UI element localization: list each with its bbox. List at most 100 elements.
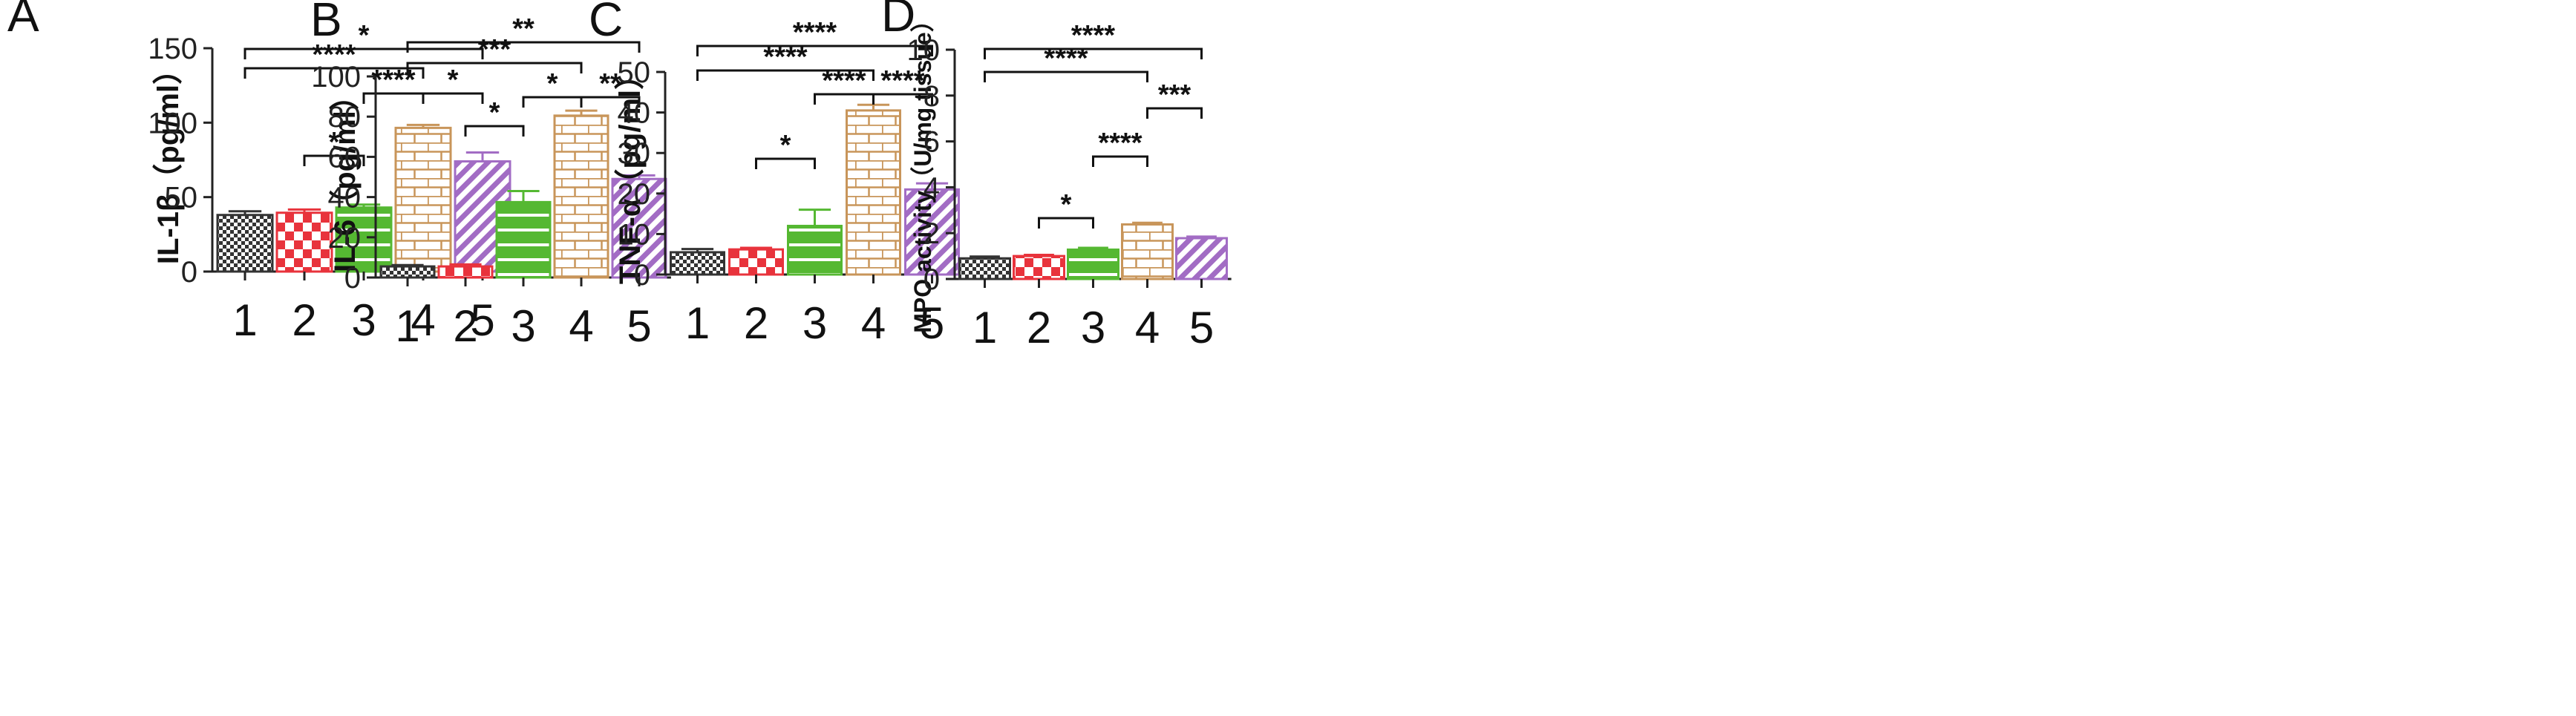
bar-group-5 <box>904 188 960 276</box>
bar-group-4 <box>846 109 901 276</box>
bar-group-2 <box>1013 254 1065 280</box>
bar-group-2 <box>275 211 333 273</box>
y-tick-label: 8 <box>923 80 940 113</box>
significance-bracket <box>696 45 933 56</box>
y-tick-label: 40 <box>328 182 362 214</box>
y-tick-label: 60 <box>328 141 362 174</box>
y-tick-label: 10 <box>618 218 651 251</box>
significance-label: * <box>329 127 340 158</box>
x-tick-label: 2 <box>1027 303 1051 352</box>
y-tick-label: 50 <box>165 182 198 214</box>
significance-bracket <box>1038 217 1094 229</box>
y-tick-label: 4 <box>923 171 940 204</box>
significance-label: ** <box>599 68 621 99</box>
significance-bracket <box>696 69 875 81</box>
significance-bracket <box>755 157 816 169</box>
significance-bracket <box>422 92 484 104</box>
x-tick-label: 3 <box>511 301 535 351</box>
y-tick-label: 10 <box>907 34 941 67</box>
panel-letter: D <box>881 0 915 42</box>
x-tick-label: 5 <box>1189 303 1214 352</box>
y-tick-label: 0 <box>923 263 940 296</box>
y-tick-label: 2 <box>923 217 940 250</box>
bar-group-1 <box>670 251 725 276</box>
y-tick-label: 20 <box>618 178 651 211</box>
x-tick-label: 4 <box>1135 303 1160 352</box>
x-tick-label: 3 <box>351 295 376 345</box>
significance-bracket <box>406 62 583 73</box>
significance-label: * <box>1061 189 1072 220</box>
significance-bracket <box>243 67 425 79</box>
y-axis-label: IL-6（pg/ml） <box>329 81 362 272</box>
bar-group-4 <box>553 114 609 279</box>
y-axis-label: TNF-α（pg/ml） <box>614 60 647 284</box>
bar-group-3 <box>335 206 393 273</box>
x-tick-label: 1 <box>395 301 419 351</box>
x-tick-label: 5 <box>920 298 944 348</box>
significance-label: ** <box>512 13 535 45</box>
y-axis-label: MPO activity（U/mg tissue） <box>909 8 936 332</box>
significance-label: **** <box>1098 128 1142 159</box>
y-tick-label: 30 <box>618 137 651 170</box>
bar-group-3 <box>1067 248 1119 280</box>
x-tick-label: 1 <box>972 303 997 352</box>
significance-bracket <box>984 47 1203 59</box>
significance-label: **** <box>880 65 924 96</box>
significance-label: * <box>359 20 370 51</box>
significance-bracket <box>1092 155 1148 167</box>
x-tick-label: 5 <box>627 301 651 351</box>
x-tick-label: 4 <box>569 301 593 351</box>
x-tick-label: 2 <box>453 301 477 351</box>
significance-label: **** <box>312 39 356 70</box>
panel-letter: B <box>310 0 342 46</box>
x-tick-label: 3 <box>1081 303 1105 352</box>
bar-group-2 <box>728 248 784 276</box>
bar-group-3 <box>787 224 843 276</box>
y-tick-label: 100 <box>148 107 197 139</box>
panel-letter: C <box>589 0 623 46</box>
x-tick-label: 3 <box>802 298 827 348</box>
significance-bracket <box>303 154 365 166</box>
significance-bracket <box>243 47 484 59</box>
y-tick-label: 0 <box>181 256 197 289</box>
significance-bracket <box>580 96 641 108</box>
y-tick-label: 20 <box>328 222 362 254</box>
significance-bracket <box>406 41 641 53</box>
x-tick-label: 4 <box>411 295 435 345</box>
bar-group-5 <box>1175 237 1228 280</box>
significance-label: * <box>547 68 558 99</box>
x-tick-label: 5 <box>470 295 494 345</box>
y-tick-label: 50 <box>618 56 651 89</box>
significance-label: * <box>448 65 459 96</box>
bar-group-3 <box>495 200 552 279</box>
y-tick-label: 0 <box>344 262 361 295</box>
significance-label: **** <box>1071 20 1115 51</box>
significance-bracket <box>1146 107 1203 119</box>
y-tick-label: 100 <box>311 61 361 93</box>
y-tick-label: 40 <box>618 97 651 130</box>
x-tick-label: 2 <box>744 298 768 348</box>
bar-group-1 <box>379 265 436 279</box>
x-tick-label: 1 <box>685 298 710 348</box>
significance-label: * <box>780 130 791 161</box>
x-tick-label: 4 <box>861 298 886 348</box>
bar-group-2 <box>437 265 494 279</box>
y-tick-label: 80 <box>328 101 362 134</box>
panel-letter: A <box>7 0 39 42</box>
y-tick-label: 6 <box>923 126 940 159</box>
significance-bracket <box>872 93 933 105</box>
significance-label: *** <box>1158 79 1191 111</box>
significance-bracket <box>984 70 1148 82</box>
significance-bracket <box>464 125 525 137</box>
bar-group-4 <box>1121 223 1174 280</box>
y-axis-label: IL-1β（pg/ml） <box>152 55 185 264</box>
bar-group-4 <box>394 126 452 273</box>
y-tick-label: 150 <box>148 33 197 65</box>
bar-group-1 <box>958 257 1011 280</box>
